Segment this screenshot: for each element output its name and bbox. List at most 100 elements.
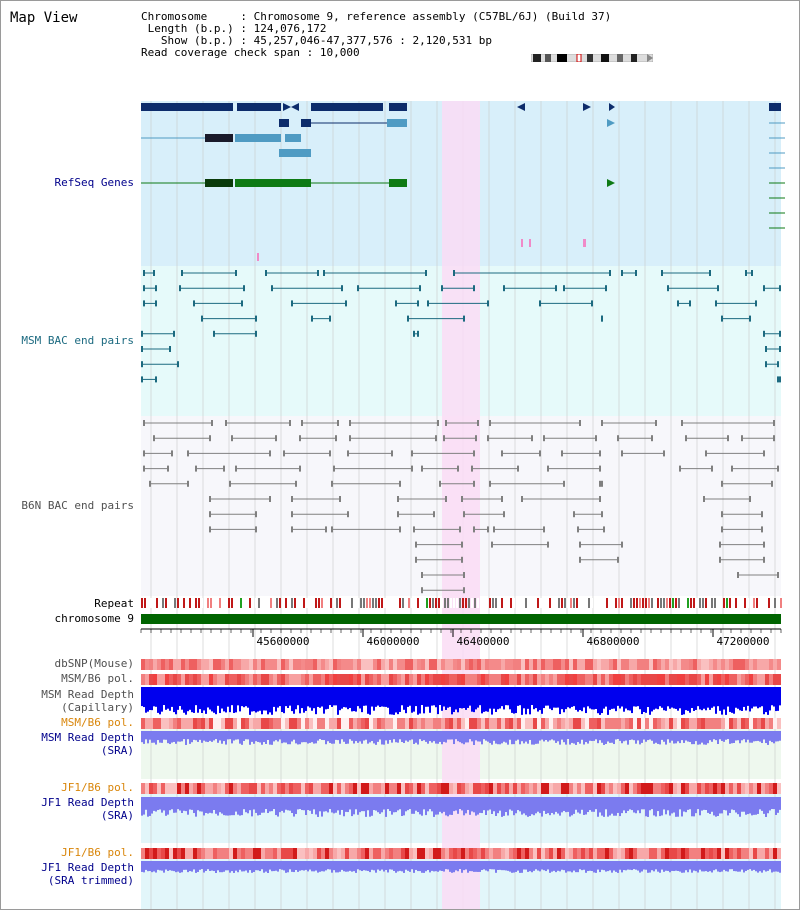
depth-bar [275, 731, 277, 741]
bac-end [241, 300, 243, 307]
depth-bar [249, 731, 251, 745]
depth-bar [601, 687, 603, 714]
bac-end [501, 450, 503, 457]
depth-bar [735, 797, 737, 813]
heat-cell [617, 659, 621, 670]
heat-cell [441, 718, 445, 729]
heat-cell [661, 674, 665, 685]
depth-bar [671, 861, 673, 871]
depth-bar [229, 731, 231, 740]
heat-cell [245, 674, 249, 685]
heat-cell [653, 718, 657, 729]
heat-cell [289, 674, 293, 685]
heat-cell [557, 674, 561, 685]
bac-end [349, 420, 351, 426]
depth-bar [491, 861, 493, 870]
depth-bar [513, 731, 515, 745]
depth-bar [753, 797, 755, 815]
heat-cell [293, 783, 297, 794]
repeat-mark [642, 598, 644, 608]
track-label-repeat[interactable]: Repeat [94, 597, 134, 610]
bac-end [339, 496, 341, 502]
depth-bar [591, 861, 593, 872]
track-label-msm-depth-cap-1[interactable]: MSM Read Depth [41, 688, 134, 701]
track-label-jf1-b6-pol-1[interactable]: JF1/B6 pol. [61, 781, 134, 794]
depth-bar [543, 731, 545, 742]
depth-bar [469, 731, 471, 740]
depth-bar [241, 731, 243, 745]
depth-bar [369, 861, 371, 873]
repeat-mark [672, 598, 674, 608]
bac-end [779, 346, 781, 352]
bac-end [311, 315, 313, 322]
depth-bar [439, 861, 441, 871]
heat-cell [465, 783, 469, 794]
depth-bar [509, 797, 511, 810]
depth-bar [709, 861, 711, 872]
repeat-mark [555, 598, 557, 608]
heat-cell [317, 659, 321, 670]
depth-bar [453, 861, 455, 873]
depth-bar [199, 861, 201, 870]
depth-bar [701, 731, 703, 743]
bac-end [679, 465, 681, 472]
depth-bar [463, 731, 465, 745]
track-label-jf1-depth-sra-1[interactable]: JF1 Read Depth [41, 796, 134, 809]
depth-bar [655, 687, 657, 709]
depth-bar [341, 731, 343, 740]
track-label-dbsnp[interactable]: dbSNP(Mouse) [54, 657, 134, 670]
heat-cell [637, 718, 641, 729]
chromosome-ideogram[interactable] [531, 54, 653, 62]
heat-cell [513, 659, 517, 670]
track-label-msm-b6-pol-2[interactable]: MSM/B6 pol. [61, 716, 134, 729]
depth-bar [715, 861, 717, 870]
depth-bar [295, 731, 297, 744]
track-label-jf1-b6-pol-2[interactable]: JF1/B6 pol. [61, 846, 134, 859]
depth-bar [409, 861, 411, 872]
heat-cell [297, 783, 301, 794]
depth-bar [589, 797, 591, 811]
depth-bar [607, 687, 609, 715]
heat-cell [297, 674, 301, 685]
gene-marker [521, 239, 523, 247]
depth-bar [775, 687, 777, 712]
depth-bar [717, 861, 719, 872]
track-label-refseq[interactable]: RefSeq Genes [54, 176, 134, 189]
repeat-mark [501, 598, 503, 608]
bac-end [453, 270, 455, 276]
depth-bar [461, 731, 463, 744]
track-label-b6n-bac[interactable]: B6N BAC end pairs [21, 499, 134, 512]
depth-bar [273, 731, 275, 742]
depth-bar [705, 687, 707, 711]
depth-bar [741, 687, 743, 711]
depth-bar [457, 731, 459, 742]
repeat-mark [537, 598, 539, 608]
heat-cell [553, 659, 557, 670]
repeat-mark [216, 598, 218, 608]
track-label-msm-depth-sra-1[interactable]: MSM Read Depth [41, 731, 134, 744]
depth-bar [535, 861, 537, 870]
depth-bar [605, 731, 607, 744]
heat-cell [733, 674, 737, 685]
depth-bar [261, 687, 263, 715]
heat-cell [357, 674, 361, 685]
depth-bar [141, 861, 143, 872]
depth-bar [151, 687, 153, 711]
heat-cell [381, 783, 385, 794]
depth-bar [495, 861, 497, 873]
depth-bar [517, 687, 519, 706]
heat-cell [777, 718, 781, 729]
depth-bar [591, 687, 593, 710]
heat-cell [769, 718, 773, 729]
depth-bar [407, 861, 409, 871]
track-label-jf1-depth-trim-1[interactable]: JF1 Read Depth [41, 861, 134, 874]
bac-end [235, 465, 237, 472]
depth-bar [157, 731, 159, 741]
heat-cell [593, 848, 597, 859]
heat-cell [677, 718, 681, 729]
track-label-msm-bac[interactable]: MSM BAC end pairs [21, 334, 134, 347]
repeat-mark [723, 598, 725, 608]
depth-bar [643, 731, 645, 740]
depth-bar [449, 861, 451, 872]
track-label-msm-b6-pol-1[interactable]: MSM/B6 pol. [61, 672, 134, 685]
